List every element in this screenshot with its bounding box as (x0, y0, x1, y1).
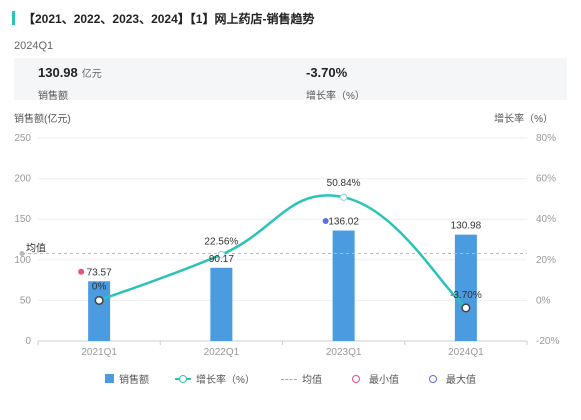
x-tick-label: 2023Q1 (326, 347, 362, 358)
legend-average-label: 均值 (301, 375, 322, 386)
growth-data-label: 0% (92, 281, 107, 292)
kpi-sales: 130.98 亿元 销售额 (38, 64, 102, 102)
sales-bar (454, 234, 477, 341)
period-label: 2024Q1 (14, 40, 54, 52)
legend-max[interactable]: 最大值 (425, 371, 476, 386)
y-right-tick-label: 40% (536, 214, 556, 225)
y-left-tick-label: 100 (14, 255, 31, 266)
legend-growth[interactable]: 增长率（%） (175, 371, 255, 386)
growth-point (217, 250, 226, 259)
sales-bar (332, 230, 355, 341)
y-right-tick-label: 20% (536, 255, 556, 266)
y-left-tick-label: 150 (14, 214, 31, 225)
y-left-tick-label: 50 (20, 295, 32, 306)
sales-data-label: 130.98 (451, 221, 482, 232)
chart-header: 【2021、2022、2023、2024】【1】网上药店-销售趋势 (12, 8, 314, 28)
growth-point (339, 193, 348, 201)
min-marker (78, 268, 85, 275)
legend-growth-label: 增长率（%） (196, 375, 255, 386)
y-right-tick-label: 80% (536, 133, 556, 144)
kpi-sales-unit: 亿元 (81, 69, 102, 80)
sales-data-label: 136.02 (328, 217, 359, 228)
legend-min[interactable]: 最小值 (348, 371, 399, 386)
legend-sales-swatch (105, 374, 115, 383)
x-tick-label: 2022Q1 (204, 347, 240, 358)
legend-max-label: 最大值 (445, 375, 476, 386)
legend-average[interactable]: 均值 (280, 371, 322, 386)
kpi-growth: -3.70% 增长率（%） (306, 64, 365, 102)
y-right-tick-label: -20% (536, 336, 559, 347)
growth-point (461, 303, 471, 313)
growth-point (94, 295, 104, 305)
y-left-tick-label: 0 (25, 336, 31, 347)
kpi-growth-label: 增长率（%） (306, 91, 365, 102)
sales-bar (210, 267, 233, 341)
y-right-tick-label: 0% (536, 295, 551, 306)
y-left-tick-label: 250 (14, 133, 31, 144)
chart-legend: 销售额 增长率（%） 均值 最小值 最大值 (0, 371, 581, 386)
sales-data-label: 73.57 (87, 267, 112, 278)
left-axis-title: 销售额(亿元) (14, 114, 71, 125)
kpi-sales-label: 销售额 (38, 91, 68, 102)
growth-line (98, 194, 467, 309)
legend-max-swatch (425, 374, 441, 384)
page-title: 【2021、2022、2023、2024】【1】网上药店-销售趋势 (23, 11, 315, 26)
title-accent-bar (12, 11, 15, 25)
growth-data-label: 50.84% (327, 178, 361, 189)
sales-data-label: 90.17 (209, 254, 234, 265)
y-right-tick-label: 60% (536, 174, 556, 185)
right-axis-title: 增长率（%） (494, 114, 553, 125)
average-marker (19, 251, 25, 257)
growth-data-label: -3.70% (450, 290, 482, 301)
x-tick-label: 2021Q1 (81, 347, 117, 358)
average-label: 均值 (26, 242, 46, 255)
y-left-tick-label: 200 (14, 174, 31, 185)
x-tick-label: 2024Q1 (448, 347, 484, 358)
legend-growth-swatch (175, 374, 192, 384)
legend-min-label: 最小值 (368, 375, 399, 386)
legend-sales-label: 销售额 (119, 375, 150, 386)
growth-data-label: 22.56% (204, 237, 238, 248)
sales-bar (88, 281, 111, 341)
legend-min-swatch (348, 374, 364, 384)
legend-sales[interactable]: 销售额 (105, 371, 149, 386)
kpi-summary: 130.98 亿元 销售额 -3.70% 增长率（%） (14, 58, 567, 102)
kpi-sales-value: 130.98 (38, 65, 78, 80)
max-marker (322, 218, 329, 225)
legend-average-swatch (280, 374, 297, 384)
kpi-growth-value: -3.70% (306, 65, 348, 80)
